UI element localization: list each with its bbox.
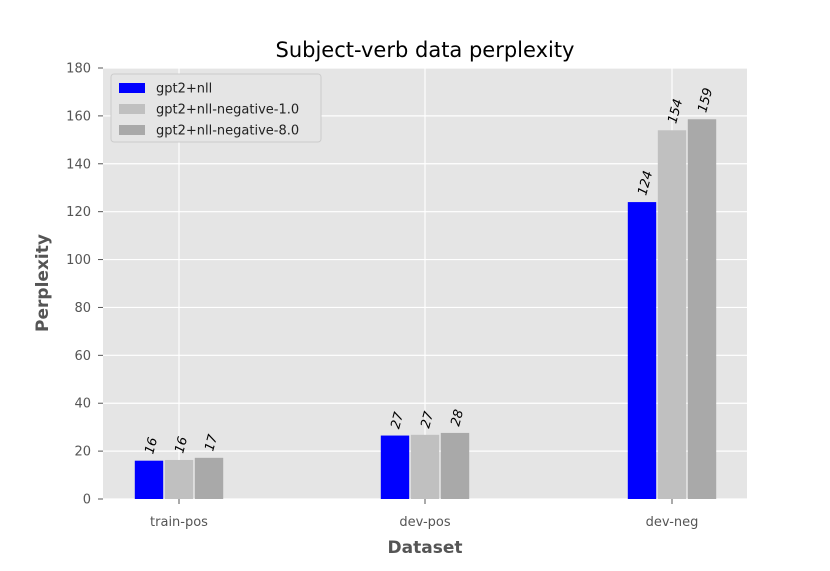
legend-label: gpt2+nll-negative-8.0 <box>156 124 299 139</box>
bar <box>657 130 687 499</box>
x-axis: train-pos dev-pos dev-neg <box>150 499 698 530</box>
y-tick-label: 20 <box>74 445 91 460</box>
bar <box>380 435 410 499</box>
y-axis-label: Perplexity <box>33 234 53 332</box>
data-label: 17 <box>202 432 221 453</box>
y-tick-label: 120 <box>66 205 91 220</box>
data-label: 124 <box>635 169 656 197</box>
x-tick-label: dev-pos <box>399 515 450 530</box>
chart-title: Subject-verb data perplexity <box>275 38 574 62</box>
data-label: 159 <box>695 86 716 114</box>
data-label: 27 <box>418 409 437 430</box>
data-label: 28 <box>448 408 467 428</box>
bar <box>440 432 470 499</box>
bars <box>134 119 717 500</box>
data-label: 16 <box>172 435 191 455</box>
y-tick-label: 180 <box>66 62 91 77</box>
bar <box>687 119 717 499</box>
data-label: 16 <box>142 436 161 456</box>
legend-label: gpt2+nll-negative-1.0 <box>156 103 299 118</box>
y-tick-label: 160 <box>66 109 91 124</box>
data-labels: 16 27 124 16 27 154 17 28 159 <box>142 86 716 455</box>
legend-label: gpt2+nll <box>156 82 212 97</box>
y-tick-label: 40 <box>74 397 91 412</box>
y-tick-label: 80 <box>74 301 91 316</box>
x-tick-label: train-pos <box>150 515 208 530</box>
legend: gpt2+nll gpt2+nll-negative-1.0 gpt2+nll-ne… <box>110 73 322 143</box>
y-axis: 0 20 40 60 80 100 120 140 160 180 <box>66 62 103 508</box>
legend-swatch <box>119 83 145 93</box>
bar <box>194 457 224 499</box>
y-tick-label: 60 <box>74 349 91 364</box>
y-tick-label: 0 <box>83 493 91 508</box>
y-tick-label: 100 <box>66 253 91 268</box>
y-tick-label: 140 <box>66 157 91 172</box>
legend-box <box>110 73 322 143</box>
bar <box>134 460 164 499</box>
bar <box>410 434 440 499</box>
bar <box>164 459 194 499</box>
legend-swatch <box>119 104 145 114</box>
legend-swatch <box>119 125 145 135</box>
x-axis-label: Dataset <box>388 538 463 558</box>
data-label: 27 <box>388 410 407 431</box>
bar <box>627 202 657 500</box>
data-label: 154 <box>665 97 686 125</box>
x-tick-label: dev-neg <box>646 515 699 530</box>
